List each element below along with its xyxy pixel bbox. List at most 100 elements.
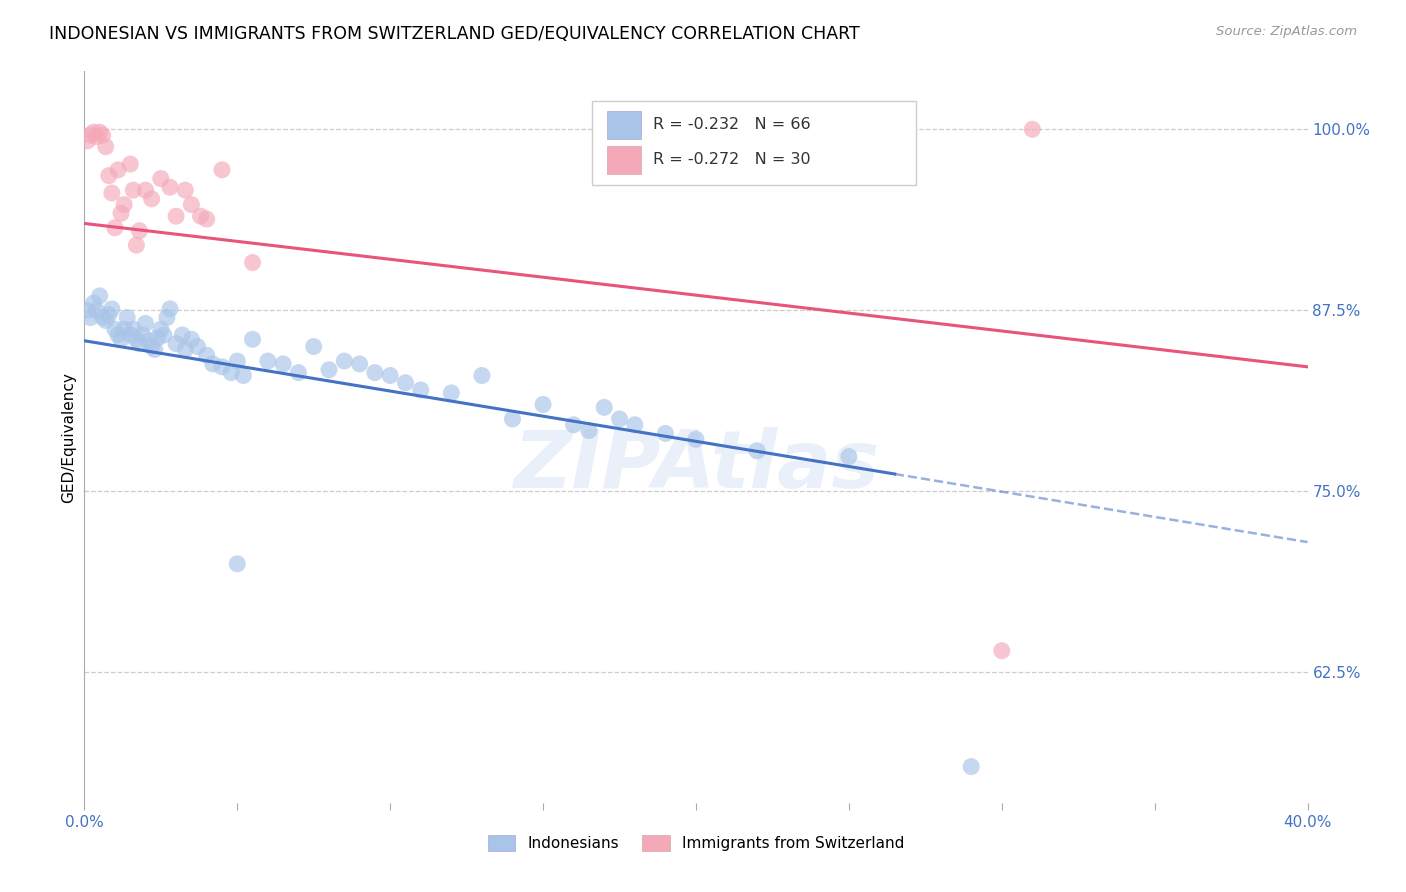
Point [624,417,647,432]
Point [79,310,101,325]
Point [131,328,153,343]
Point [83,296,105,310]
Point [135,183,157,197]
Point [94,139,117,153]
Point [146,331,169,345]
Point [141,192,163,206]
Point [578,424,600,438]
Point [107,328,129,343]
Point [747,443,769,458]
Point [287,366,309,380]
Point [97,169,120,183]
Point [101,301,124,316]
Point [685,432,707,446]
Point [257,354,280,368]
Point [91,310,114,325]
Point [242,255,264,269]
Text: R = -0.232   N = 66: R = -0.232 N = 66 [654,117,811,132]
Point [394,376,416,390]
Point [180,332,202,346]
Point [960,759,983,773]
Legend: Indonesians, Immigrants from Switzerland: Indonesians, Immigrants from Switzerland [482,830,910,857]
Point [115,310,138,325]
Point [101,186,124,200]
Point [211,359,233,374]
Point [593,401,616,415]
Point [122,183,145,197]
Text: ZIPAtlas: ZIPAtlas [513,427,879,506]
Point [86,303,108,318]
Point [364,366,387,380]
Point [333,354,356,368]
Point [219,366,242,380]
Point [226,557,249,571]
Point [86,129,108,144]
Text: INDONESIAN VS IMMIGRANTS FROM SWITZERLAND GED/EQUIVALENCY CORRELATION CHART: INDONESIAN VS IMMIGRANTS FROM SWITZERLAN… [49,25,860,43]
Point [110,206,132,220]
Point [112,197,135,211]
FancyBboxPatch shape [606,146,641,174]
Point [159,180,181,194]
Point [83,125,105,139]
Point [195,212,218,227]
Point [153,328,176,343]
Point [195,348,218,362]
Point [76,134,98,148]
Point [112,322,135,336]
Point [159,301,181,316]
Point [531,397,554,411]
Point [838,450,860,464]
Point [120,157,142,171]
Point [122,322,145,336]
Point [471,368,494,383]
Point [201,357,224,371]
Point [502,412,524,426]
Point [104,220,127,235]
Point [190,209,212,223]
Point [149,171,172,186]
Point [654,426,676,441]
FancyBboxPatch shape [606,111,641,138]
Point [125,332,148,346]
Point [180,197,202,211]
Point [79,128,101,142]
Point [141,340,163,354]
Point [107,162,129,177]
Point [562,417,585,432]
Point [440,385,463,400]
Point [226,354,249,368]
Point [609,412,631,426]
Point [318,362,340,376]
Point [174,343,197,357]
Point [94,313,117,327]
Point [349,357,371,371]
Point [143,343,166,357]
FancyBboxPatch shape [592,101,917,185]
Point [128,224,150,238]
Point [97,308,120,322]
Text: R = -0.272   N = 30: R = -0.272 N = 30 [654,153,811,168]
Point [76,303,98,318]
Point [128,336,150,351]
Y-axis label: GED/Equivalency: GED/Equivalency [60,372,76,502]
Point [991,644,1014,658]
Point [120,328,142,343]
Point [409,383,432,397]
Point [110,332,132,346]
Point [135,317,157,331]
Point [125,238,148,252]
Point [211,162,233,177]
Point [380,368,402,383]
Point [138,334,160,348]
Text: Source: ZipAtlas.com: Source: ZipAtlas.com [1216,25,1357,38]
Point [149,322,172,336]
Point [165,336,187,351]
Point [104,322,127,336]
Point [271,357,294,371]
Point [89,125,111,139]
Point [232,368,254,383]
Point [165,209,187,223]
Point [156,310,179,325]
Point [89,289,111,303]
Point [242,332,264,346]
